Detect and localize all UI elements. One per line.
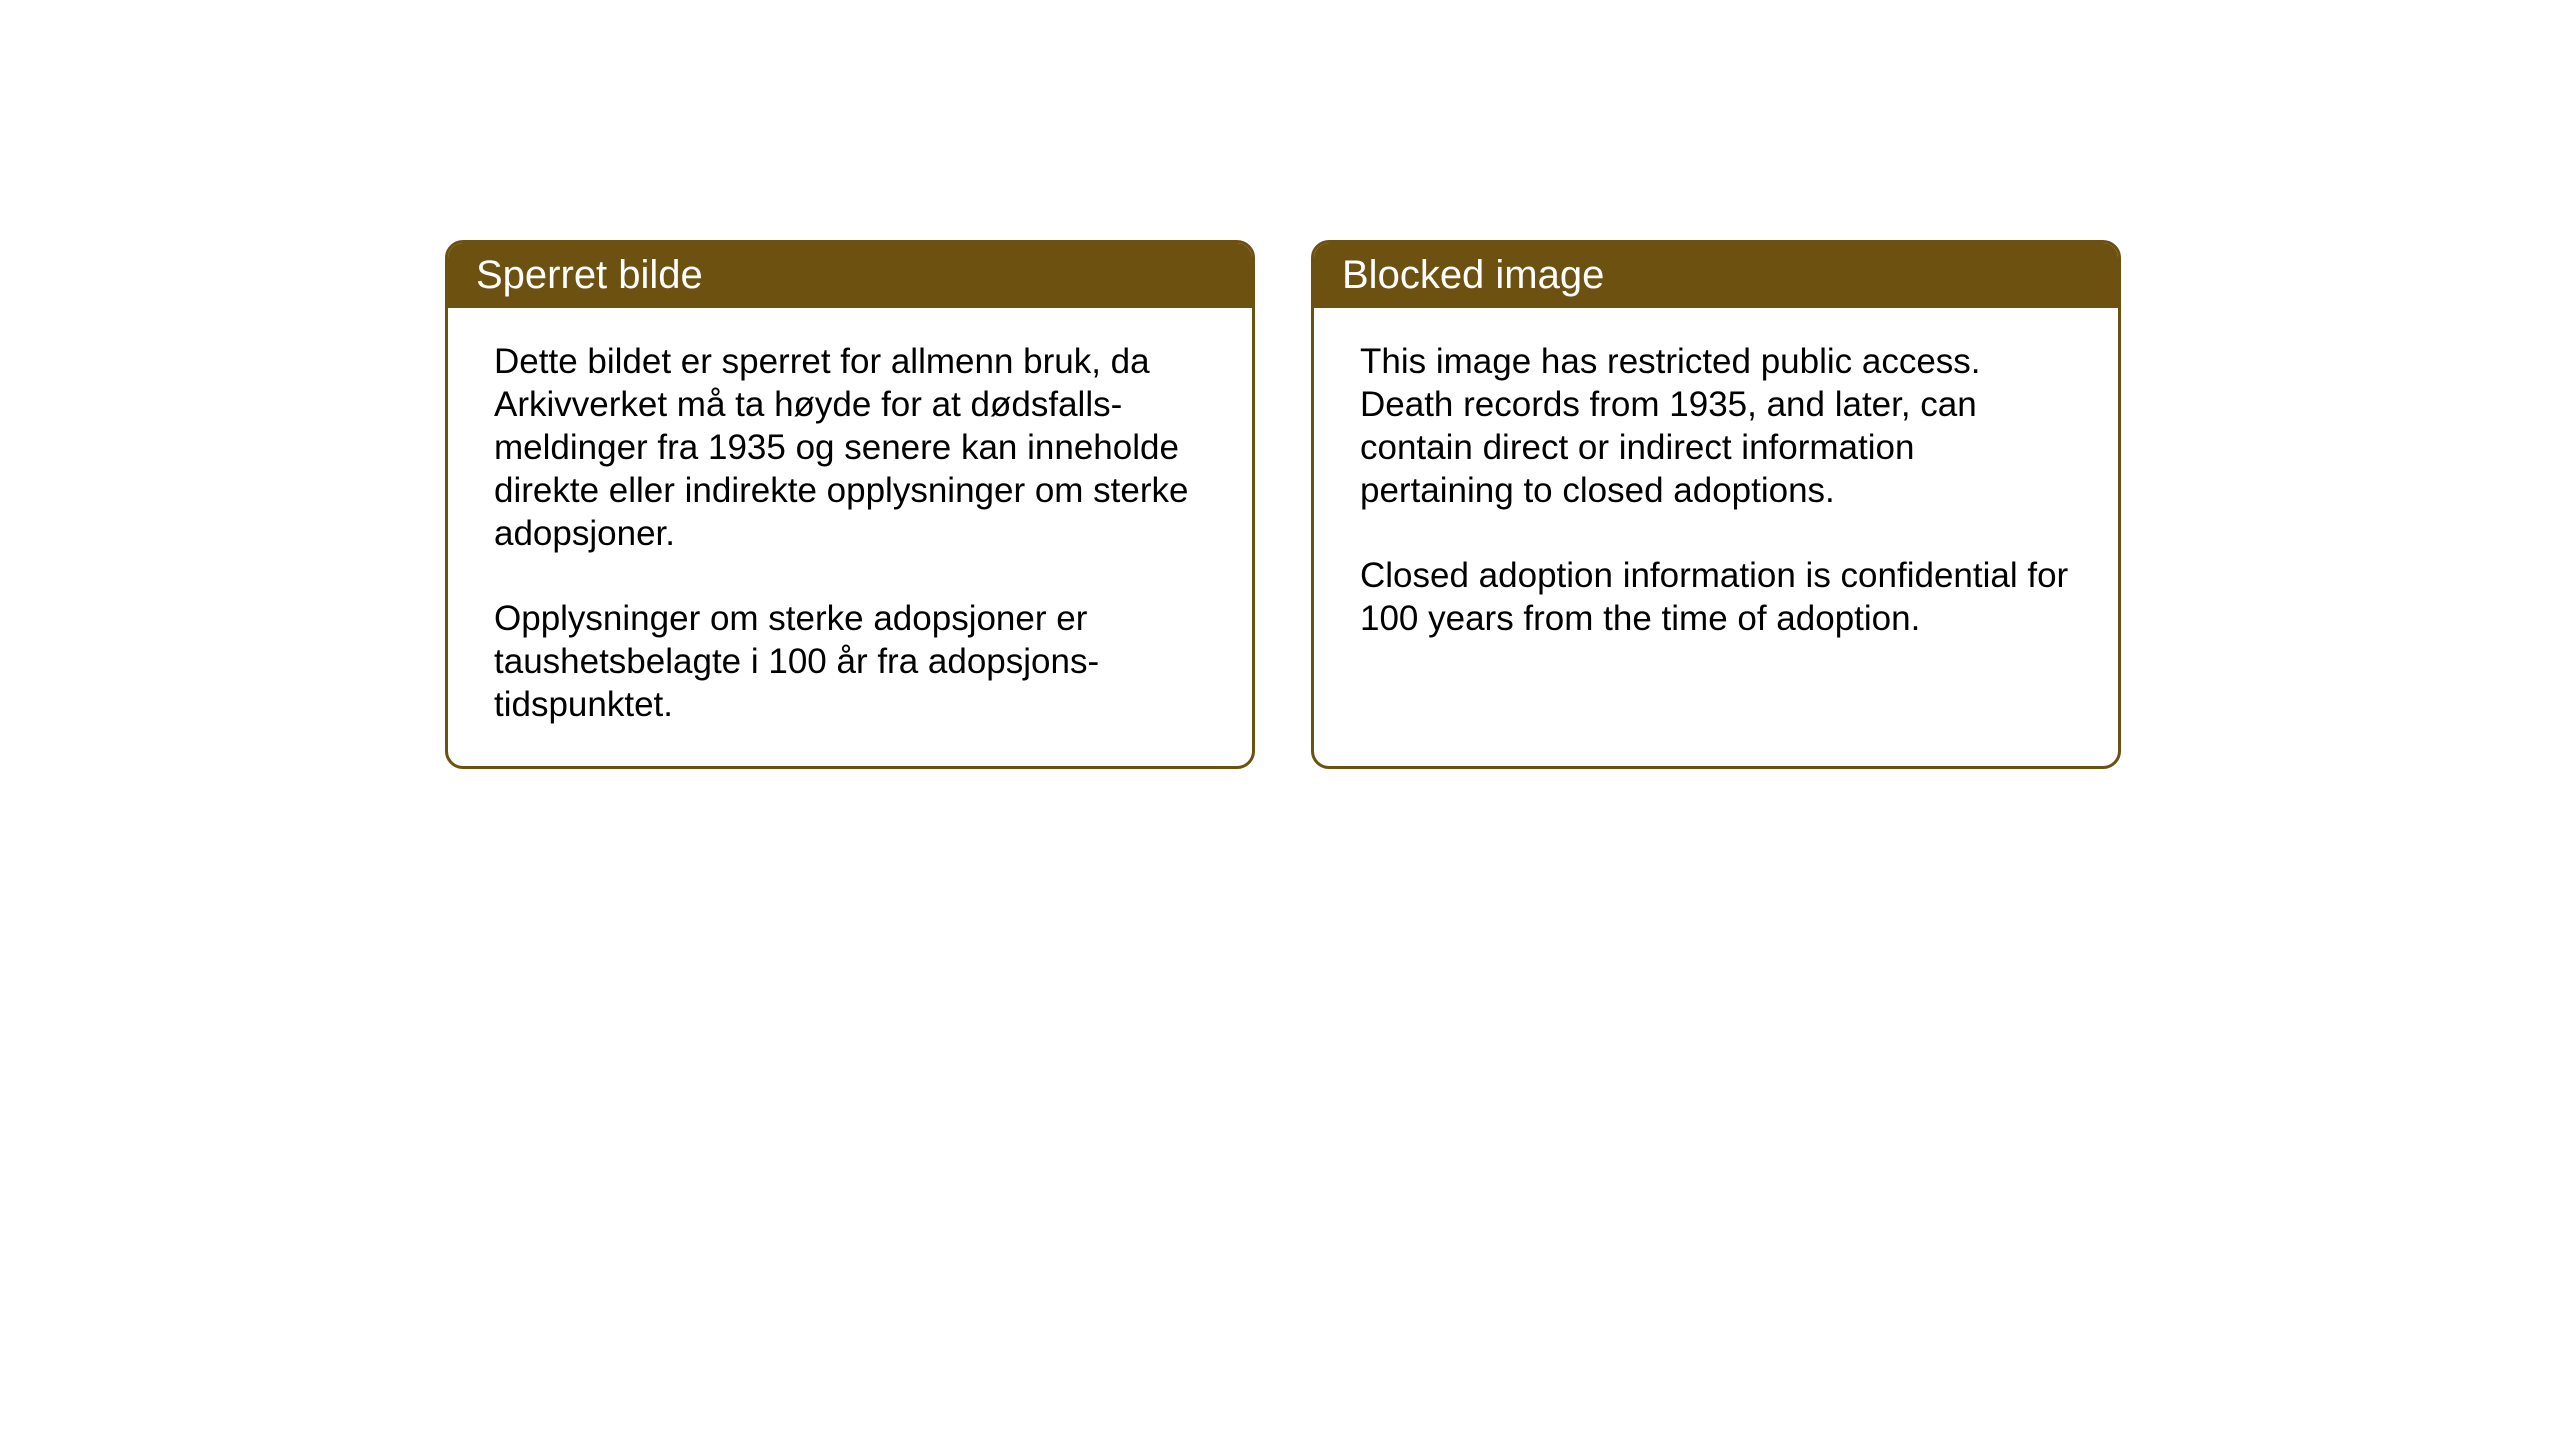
card-title-norwegian: Sperret bilde (476, 253, 703, 297)
cards-container: Sperret bilde Dette bildet er sperret fo… (445, 240, 2121, 769)
card-body-norwegian: Dette bildet er sperret for allmenn bruk… (448, 308, 1252, 766)
card-body-english: This image has restricted public access.… (1314, 308, 2118, 680)
card-title-english: Blocked image (1342, 253, 1604, 297)
card-header-english: Blocked image (1314, 243, 2118, 308)
card-paragraph-norwegian-1: Dette bildet er sperret for allmenn bruk… (494, 340, 1206, 555)
notice-card-english: Blocked image This image has restricted … (1311, 240, 2121, 769)
card-paragraph-norwegian-2: Opplysninger om sterke adopsjoner er tau… (494, 597, 1206, 726)
notice-card-norwegian: Sperret bilde Dette bildet er sperret fo… (445, 240, 1255, 769)
card-paragraph-english-1: This image has restricted public access.… (1360, 340, 2072, 512)
card-paragraph-english-2: Closed adoption information is confident… (1360, 554, 2072, 640)
card-header-norwegian: Sperret bilde (448, 243, 1252, 308)
